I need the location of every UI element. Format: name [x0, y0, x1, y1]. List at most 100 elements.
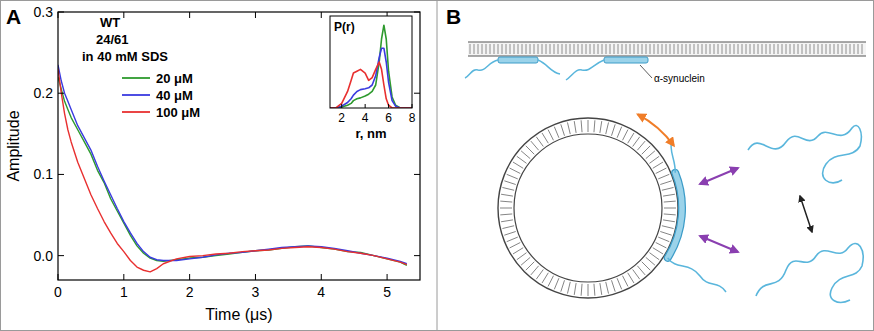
x-tick — [123, 274, 124, 280]
lipid — [694, 44, 695, 54]
legend-swatch — [122, 111, 150, 113]
annotation: 24/61 — [96, 32, 129, 47]
lipid — [806, 44, 807, 54]
lipid — [470, 44, 471, 54]
lipid — [718, 44, 719, 54]
y-tick-label: 0.0 — [34, 248, 54, 264]
lipid — [617, 127, 622, 138]
figure: A0123450.00.10.20.3Time (μs)AmplitudeWT2… — [0, 0, 874, 331]
figure-border — [1, 1, 874, 331]
lipid — [566, 44, 567, 54]
lipid — [567, 282, 570, 294]
lipid — [536, 137, 543, 147]
lipid — [770, 44, 771, 54]
lipid — [501, 194, 513, 196]
lipid — [554, 278, 559, 289]
arrow-purple — [700, 236, 738, 252]
lipid — [778, 44, 779, 54]
lipid — [664, 208, 676, 209]
legend-swatch — [122, 77, 150, 79]
legend-swatch — [122, 94, 150, 96]
lipid — [746, 44, 747, 54]
lipid — [646, 151, 655, 159]
vesicle-inner — [514, 134, 662, 282]
lipid — [798, 44, 799, 54]
lipid — [536, 269, 543, 279]
lipid — [506, 44, 507, 54]
arrow-black — [800, 196, 812, 232]
lipid — [638, 44, 639, 54]
y-tick-label: 0.2 — [34, 85, 54, 101]
lipid — [593, 120, 595, 132]
y-tick-right — [414, 255, 420, 256]
lipid — [611, 280, 615, 291]
lipid — [628, 133, 634, 143]
panel-letter: B — [446, 5, 461, 28]
lipid — [686, 44, 687, 54]
x-tick-top — [189, 12, 190, 18]
lipid — [513, 248, 523, 254]
x-tick-label: 0 — [54, 284, 62, 300]
x-axis-title: Time (μs) — [205, 306, 272, 323]
x-tick-label: 3 — [252, 284, 260, 300]
lipid — [521, 151, 530, 159]
lipid — [862, 44, 863, 54]
lipid — [482, 44, 483, 54]
lipid — [782, 44, 783, 54]
label-leader — [640, 65, 652, 78]
lipid — [766, 44, 767, 54]
x-tick — [189, 274, 190, 280]
lipid — [562, 44, 563, 54]
lipid — [542, 44, 543, 54]
lipid — [654, 44, 655, 54]
lipid — [517, 253, 527, 260]
lipid — [674, 44, 675, 54]
inset-x-tick — [365, 104, 366, 108]
x-tick-label: 4 — [317, 284, 325, 300]
x-tick-label: 2 — [186, 284, 194, 300]
lipid — [664, 213, 676, 215]
lipid — [662, 44, 663, 54]
lipid — [818, 44, 819, 54]
lipid — [738, 44, 739, 54]
lipid — [548, 130, 553, 141]
lipid — [594, 44, 595, 54]
inset-x-tick-label: 2 — [338, 111, 345, 125]
lipid — [501, 220, 513, 222]
lipid — [678, 44, 679, 54]
lipid — [663, 220, 675, 222]
annotation: in 40 mM SDS — [82, 49, 168, 64]
lipid — [498, 44, 499, 54]
lipid — [518, 44, 519, 54]
inset: 2468r, nmP(r) — [330, 16, 416, 141]
lipid — [790, 44, 791, 54]
lipid — [706, 44, 707, 54]
lipid — [502, 187, 514, 190]
lipid — [507, 174, 518, 179]
lipid — [658, 174, 669, 179]
legend-label: 40 μM — [156, 88, 193, 103]
panel-letter: A — [6, 5, 21, 28]
lipid — [542, 133, 548, 143]
lipid — [626, 44, 627, 54]
lipid — [500, 208, 512, 209]
lipid — [649, 253, 659, 260]
lipid — [810, 44, 811, 54]
lipid — [510, 243, 521, 248]
lipid — [598, 44, 599, 54]
lipid — [754, 44, 755, 54]
lipid — [526, 44, 527, 54]
lipid — [546, 44, 547, 54]
x-tick-label: 5 — [383, 284, 391, 300]
x-tick — [321, 274, 322, 280]
panel-divider — [437, 0, 438, 331]
membrane-core — [468, 42, 866, 56]
lipid — [526, 262, 534, 270]
vesicle — [498, 118, 678, 298]
lipid — [581, 120, 583, 132]
inset-x-tick-label: 6 — [385, 111, 392, 125]
lipid — [774, 44, 775, 54]
lipid — [834, 44, 835, 54]
inset-x-tick-label: 4 — [362, 111, 369, 125]
lipid — [642, 262, 650, 270]
